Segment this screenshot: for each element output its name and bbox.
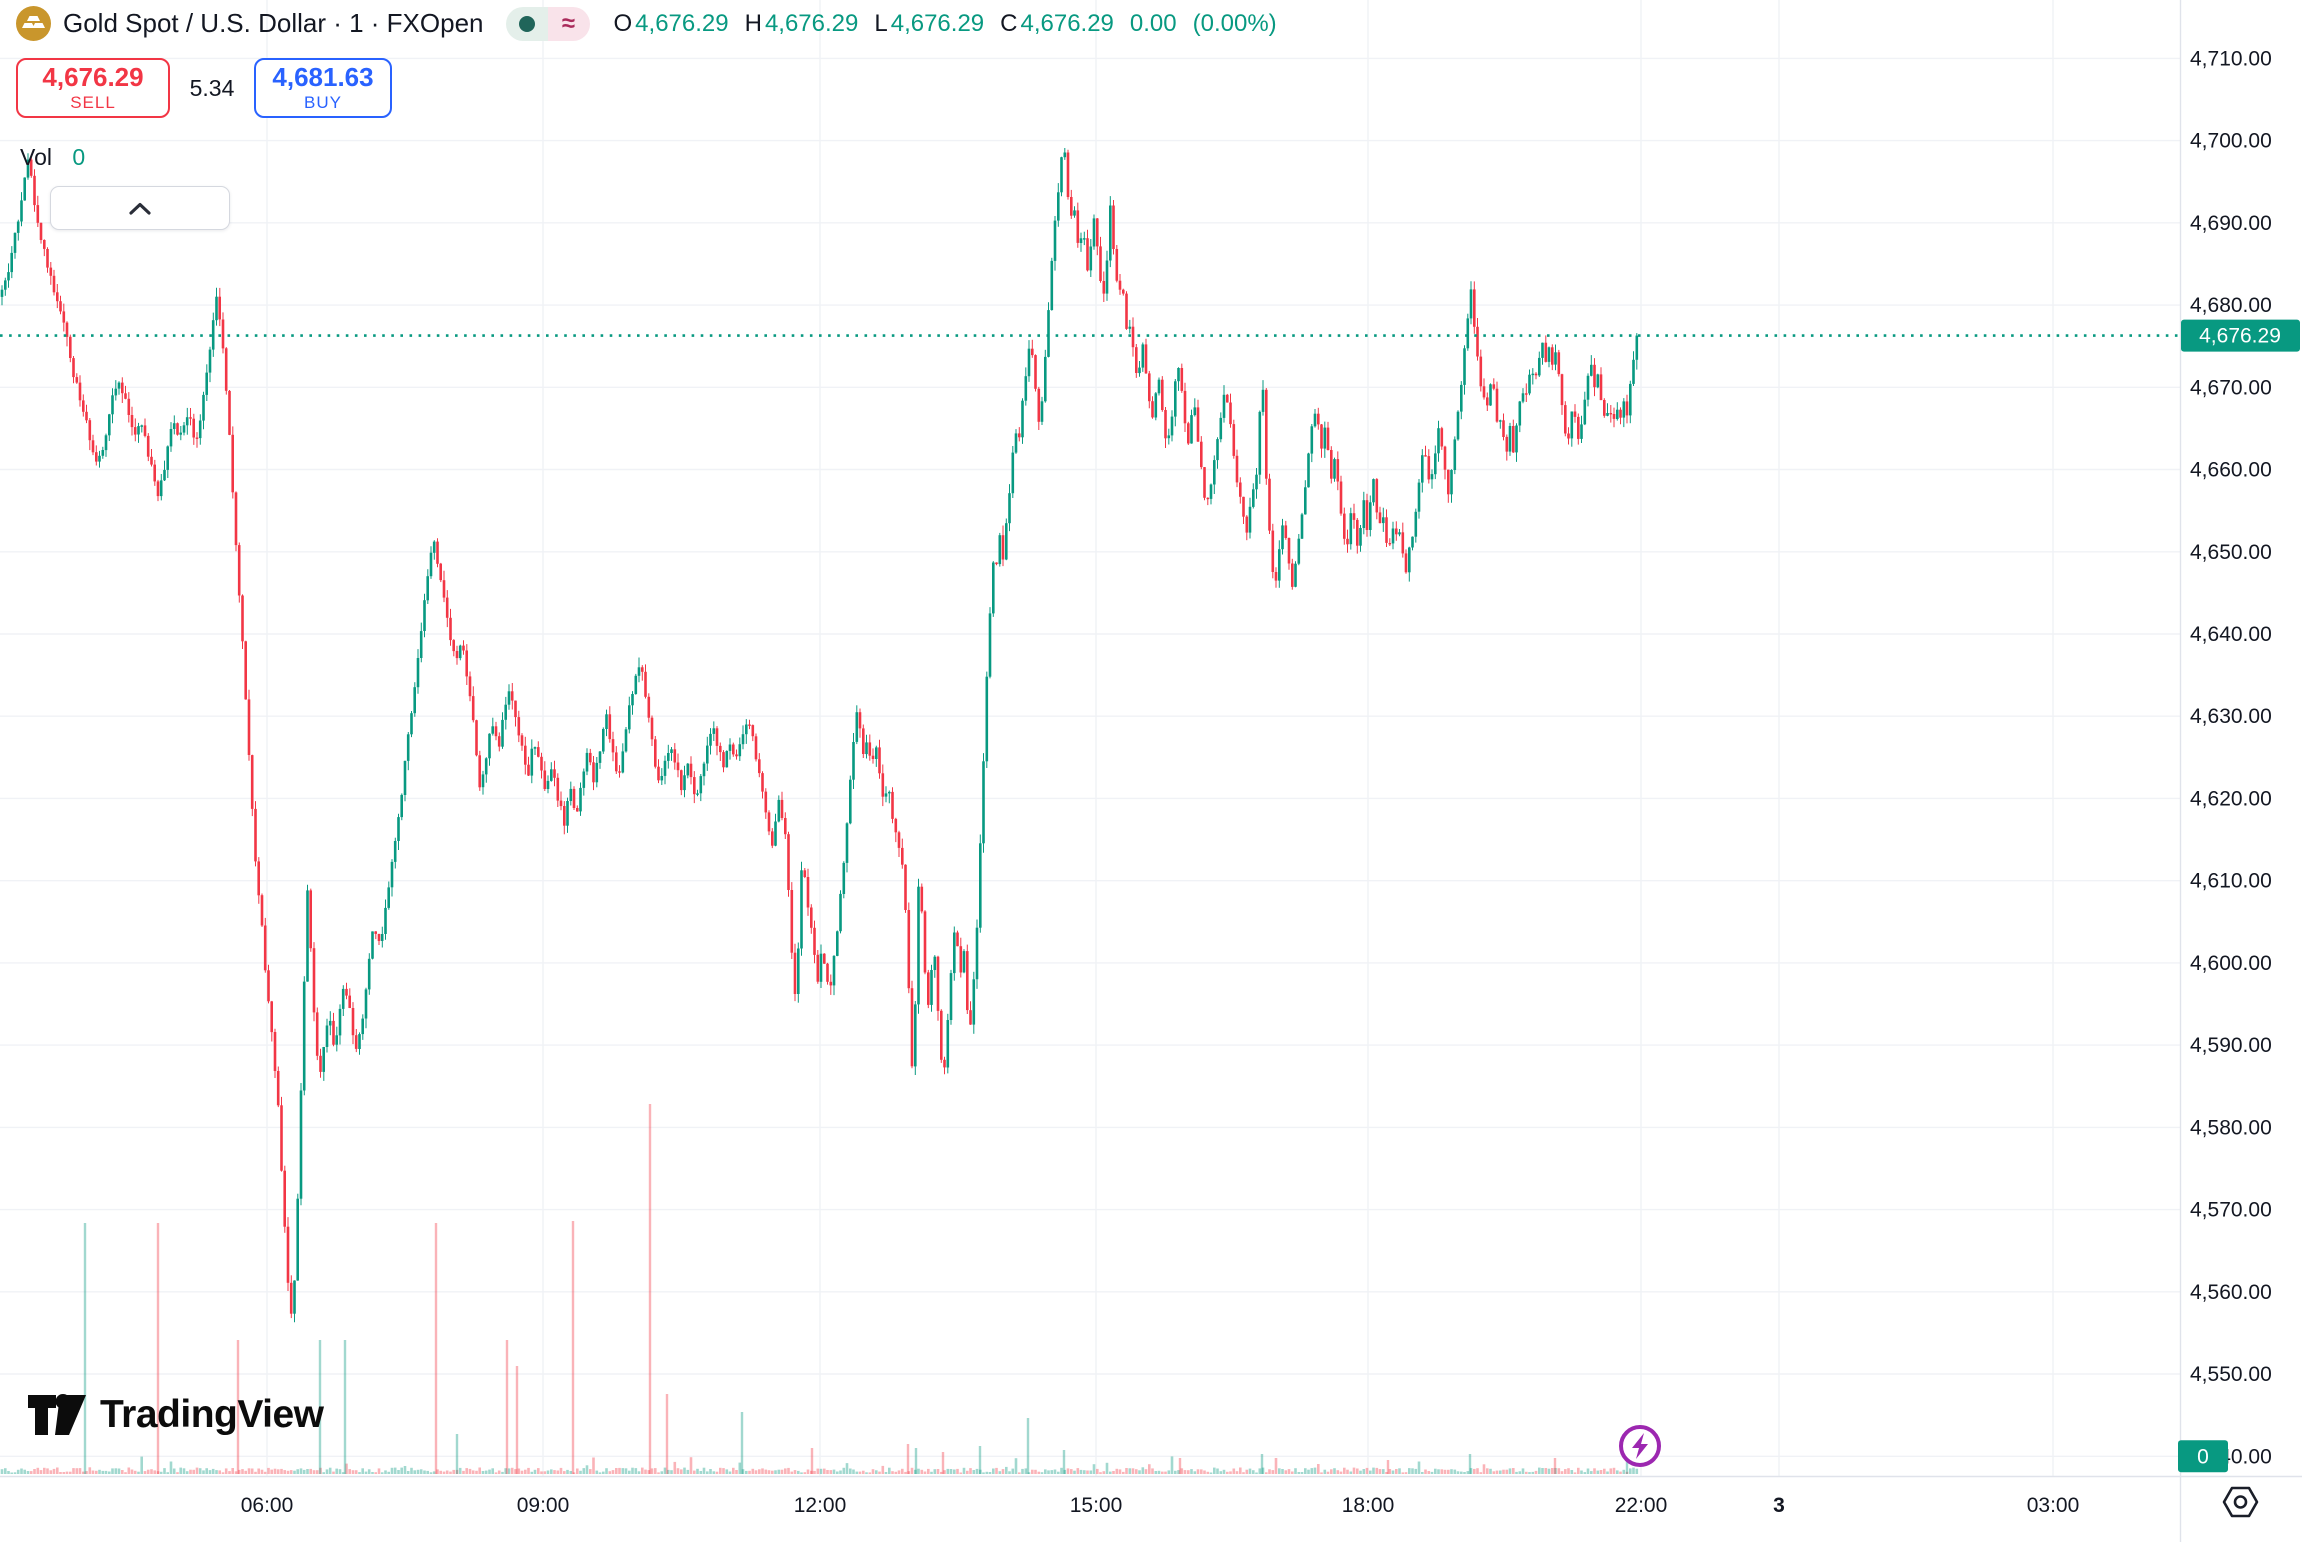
spread-value: 5.34 (189, 74, 235, 101)
price-axis-label: 4,550.00 (2190, 1363, 2272, 1386)
volume-legend: Vol 0 (20, 144, 85, 171)
price-axis-label: 4,620.00 (2190, 787, 2272, 810)
price-axis-label: 4,700.00 (2190, 130, 2272, 153)
price-axis-label: 4,570.00 (2190, 1199, 2272, 1222)
market-open-dot-icon (505, 6, 548, 41)
price-axis-label: 4,680.00 (2190, 294, 2272, 317)
volume-value: 0 (72, 144, 86, 170)
price-axis-label: 4,670.00 (2190, 376, 2272, 399)
chevron-up-icon (129, 202, 151, 215)
symbol-header: Gold Spot / U.S. Dollar · 1 · FXOpen ≈ O… (16, 6, 1277, 41)
sell-button[interactable]: 4,676.29 SELL (16, 58, 170, 118)
trade-panel: 4,676.29 SELL 5.34 4,681.63 BUY (16, 58, 392, 118)
time-axis-label: 09:00 (517, 1494, 570, 1517)
gridlines (0, 0, 2180, 1476)
change-percent: (0.00%) (1192, 9, 1277, 37)
ohlc-readout: O 4,676.29 H 4,676.29 L 4,676.29 C 4,676… (614, 10, 1277, 38)
price-axis-label: 4,660.00 (2190, 459, 2272, 482)
tradingview-logo[interactable]: TradingView (28, 1392, 324, 1438)
change-value: 0.00 (1129, 9, 1177, 37)
price-axis-label: 4,610.00 (2190, 870, 2272, 893)
price-axis-label: 4,580.00 (2190, 1116, 2272, 1139)
ohlc-open-value: 4,676.29 (635, 9, 729, 37)
buy-price: 4,681.63 (272, 61, 374, 92)
ohlc-high-value: 4,676.29 (764, 9, 859, 37)
svg-text:0: 0 (2197, 1445, 2209, 1468)
approx-price-icon: ≈ (547, 6, 590, 41)
price-axis-label: 4,640.00 (2190, 623, 2272, 646)
time-axis-label: 12:00 (794, 1494, 847, 1517)
tradingview-mark-icon (28, 1394, 86, 1435)
price-axis-label: 4,710.00 (2190, 47, 2272, 70)
time-axis-label: 03:00 (2027, 1494, 2080, 1517)
ohlc-low-label: L (874, 9, 888, 37)
symbol-title[interactable]: Gold Spot / U.S. Dollar · 1 · FXOpen (63, 8, 484, 38)
time-axis-label: 22:00 (1615, 1494, 1668, 1517)
time-axis-label: 3 (1773, 1494, 1785, 1517)
ohlc-close-value: 4,676.29 (1020, 9, 1114, 37)
sell-price: 4,676.29 (42, 61, 144, 92)
ohlc-high-label: H (744, 9, 762, 37)
price-axis-label: 4,630.00 (2190, 705, 2272, 728)
volume-bars (0, 1104, 1639, 1474)
price-axis-label: 4,560.00 (2190, 1281, 2272, 1304)
time-axis-label: 18:00 (1342, 1494, 1395, 1517)
ohlc-close-label: C (1000, 9, 1018, 37)
ohlc-open-label: O (613, 9, 633, 37)
price-axis-label: 4,690.00 (2190, 212, 2272, 235)
svg-text:4,676.29: 4,676.29 (2199, 325, 2281, 348)
buy-label: BUY (304, 93, 342, 113)
expand-panel-button[interactable] (50, 186, 230, 230)
price-axis-label: 4,650.00 (2190, 541, 2272, 564)
price-axis-label: 4,590.00 (2190, 1034, 2272, 1057)
volume-zero-badge: 0 (2178, 1440, 2228, 1473)
candlesticks (0, 148, 1639, 1323)
volume-label: Vol (20, 144, 52, 170)
ohlc-low-value: 4,676.29 (890, 9, 985, 37)
tradingview-logo-text: TradingView (100, 1393, 324, 1436)
lightning-icon[interactable] (1619, 1425, 1661, 1467)
sell-label: SELL (70, 93, 116, 113)
price-axis-label: 4,600.00 (2190, 952, 2272, 975)
buy-button[interactable]: 4,681.63 BUY (254, 58, 392, 118)
gold-bars-icon (16, 6, 51, 41)
current-price-badge: 4,676.29 (2181, 319, 2300, 352)
time-axis-label: 06:00 (241, 1494, 294, 1517)
axis-settings-icon[interactable] (2222, 1486, 2259, 1518)
market-status-badges[interactable]: ≈ (505, 6, 590, 41)
time-axis-label: 15:00 (1070, 1494, 1123, 1517)
